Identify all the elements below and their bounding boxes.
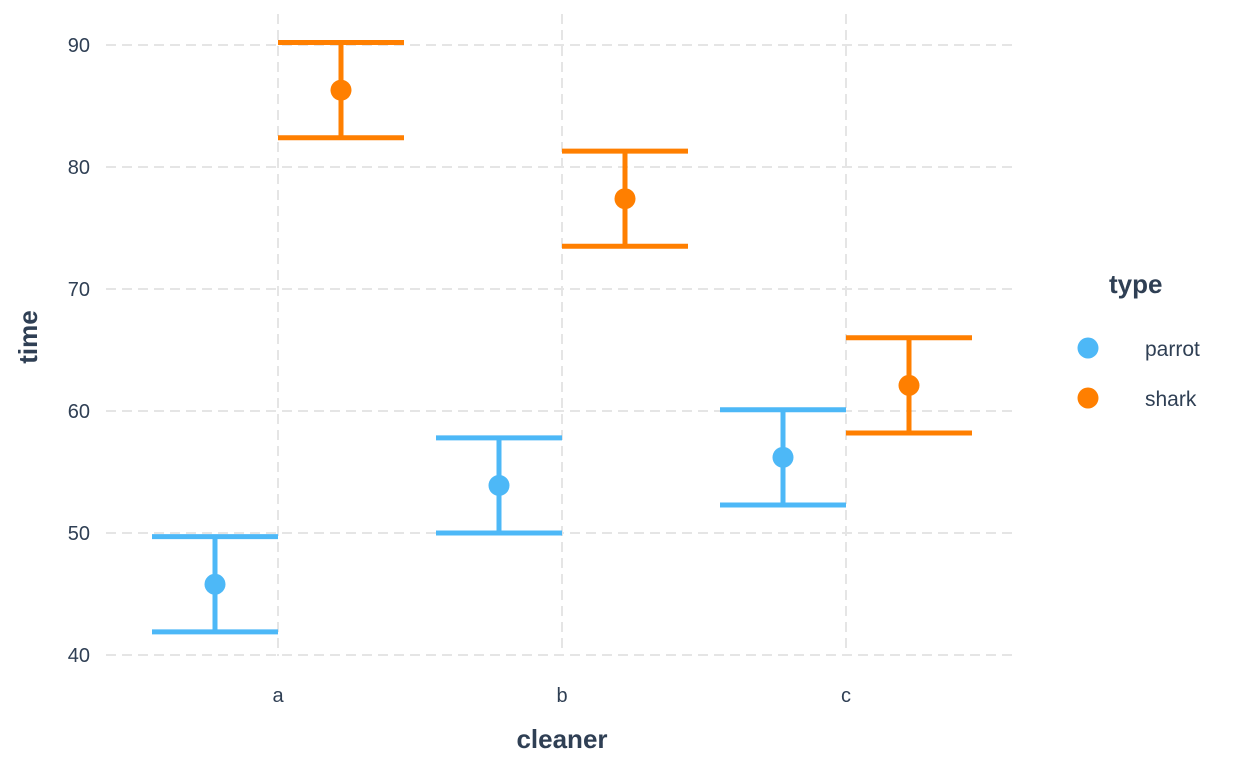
data-point — [614, 188, 636, 210]
y-tick-label: 70 — [68, 279, 90, 301]
axes: cleaner time 40 50 60 70 80 90 a b c — [13, 35, 851, 754]
data-point — [488, 474, 510, 496]
legend-key-shark — [1077, 387, 1099, 409]
y-tick-label: 50 — [68, 523, 90, 545]
errorbar — [278, 40, 404, 141]
legend-title: type — [1109, 269, 1162, 299]
x-tick-label: a — [272, 685, 284, 707]
data-point — [898, 374, 920, 396]
legend: type parrot shark — [1077, 269, 1200, 411]
errorbar — [846, 335, 972, 436]
legend-key-parrot — [1077, 337, 1099, 359]
x-tick-label: b — [556, 685, 567, 707]
x-axis-title: cleaner — [516, 724, 607, 754]
series-parrot — [152, 407, 846, 635]
data-point — [772, 446, 794, 468]
errorbar — [152, 534, 278, 635]
legend-label-shark: shark — [1145, 388, 1197, 411]
data-point — [330, 79, 352, 101]
errorbar — [562, 148, 688, 249]
errorbar — [436, 435, 562, 536]
data-point — [204, 573, 226, 595]
y-tick-label: 80 — [68, 157, 90, 179]
y-tick-label: 60 — [68, 401, 90, 423]
errorbar — [720, 407, 846, 508]
legend-label-parrot: parrot — [1145, 338, 1200, 361]
series-shark — [278, 40, 972, 436]
y-tick-label: 90 — [68, 35, 90, 57]
y-axis-title: time — [13, 310, 43, 363]
plot-area — [152, 40, 972, 635]
grid — [106, 14, 1018, 656]
y-tick-label: 40 — [68, 645, 90, 667]
x-tick-label: c — [841, 685, 851, 707]
